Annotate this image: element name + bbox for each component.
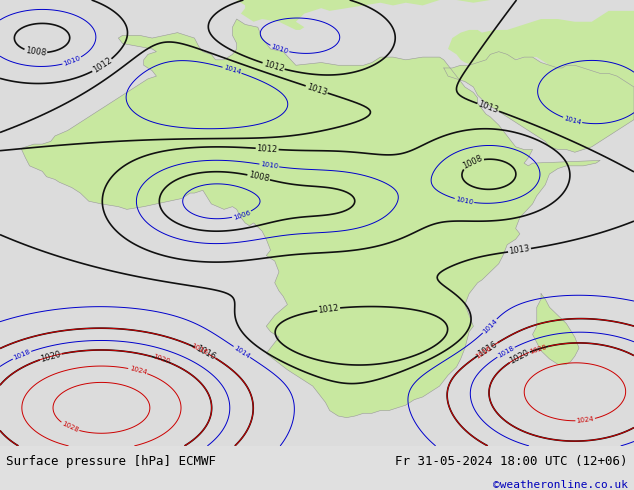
Text: 1013: 1013 (477, 99, 500, 115)
Text: Fr 31-05-2024 18:00 UTC (12+06): Fr 31-05-2024 18:00 UTC (12+06) (395, 455, 628, 468)
Text: 1012: 1012 (262, 59, 285, 74)
Text: 1014: 1014 (223, 65, 242, 75)
Text: 1008: 1008 (247, 171, 270, 184)
Polygon shape (533, 294, 579, 365)
Polygon shape (89, 0, 524, 30)
Text: 1010: 1010 (63, 55, 82, 67)
Text: 1020: 1020 (39, 349, 62, 364)
Polygon shape (448, 11, 634, 103)
Text: 1024: 1024 (576, 416, 595, 424)
Text: 1010: 1010 (455, 196, 474, 206)
Text: 1014: 1014 (233, 344, 251, 359)
Text: 1014: 1014 (481, 318, 498, 335)
Text: 1028: 1028 (61, 421, 79, 434)
Text: 1020: 1020 (529, 343, 548, 355)
Text: 1018: 1018 (13, 349, 31, 361)
Text: 1012: 1012 (91, 56, 113, 75)
Polygon shape (444, 51, 634, 152)
Text: 1008: 1008 (462, 154, 484, 171)
Text: 1013: 1013 (508, 244, 531, 256)
Text: 1024: 1024 (129, 366, 147, 376)
Text: 1013: 1013 (305, 82, 328, 97)
Text: Surface pressure [hPa] ECMWF: Surface pressure [hPa] ECMWF (6, 455, 216, 468)
Text: 1008: 1008 (25, 47, 47, 58)
Text: 1016: 1016 (477, 340, 499, 359)
Text: 1014: 1014 (563, 115, 582, 126)
Text: 1006: 1006 (232, 209, 251, 220)
Text: 1020: 1020 (508, 348, 531, 366)
Text: 1020: 1020 (152, 354, 171, 365)
Polygon shape (21, 19, 600, 417)
Text: 1018: 1018 (496, 345, 515, 359)
Text: 1012: 1012 (256, 144, 278, 154)
Text: 1016: 1016 (194, 343, 217, 362)
Text: 1016: 1016 (474, 344, 493, 360)
Text: ©weatheronline.co.uk: ©weatheronline.co.uk (493, 480, 628, 490)
Text: 1016: 1016 (190, 343, 209, 356)
Text: 1010: 1010 (270, 44, 289, 55)
Text: 1010: 1010 (260, 161, 278, 170)
Text: 1012: 1012 (318, 303, 340, 315)
